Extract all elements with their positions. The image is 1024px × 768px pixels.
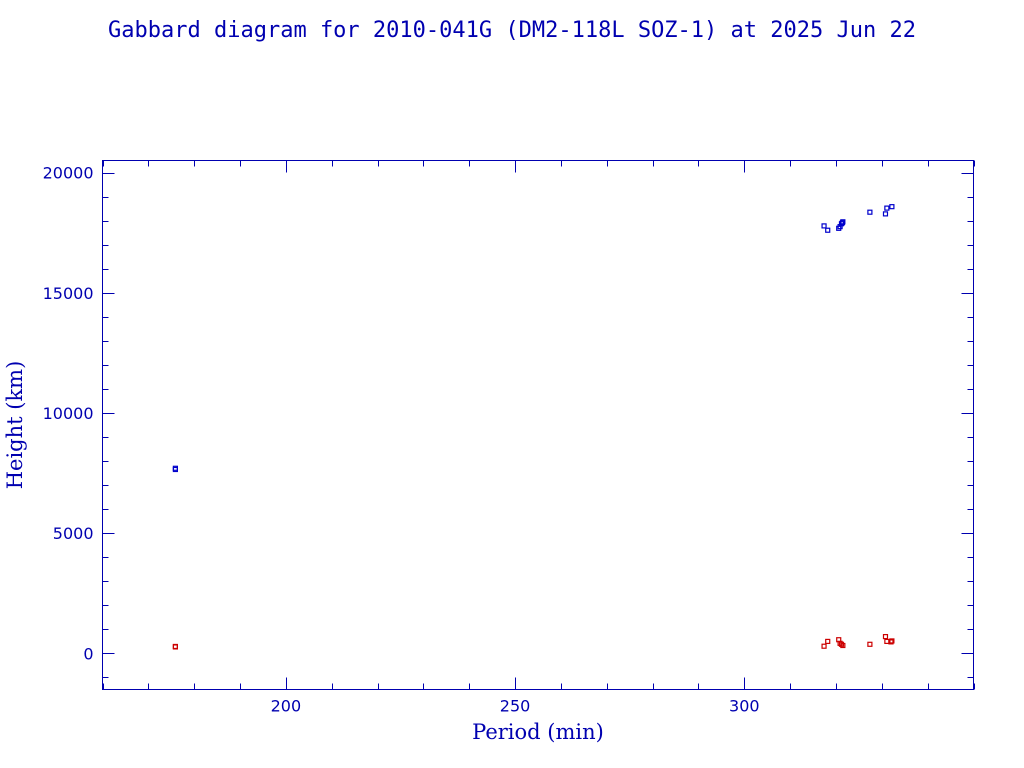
- perigee-point: [889, 638, 895, 644]
- y-axis-label: Height (km): [3, 361, 27, 490]
- y-tick-label: 0: [83, 644, 93, 663]
- perigee-point: [882, 633, 889, 640]
- perigee-point: [840, 642, 846, 649]
- apogee-point: [172, 466, 178, 473]
- x-tick-label: 300: [729, 697, 760, 716]
- x-axis-label: Period (min): [472, 720, 604, 744]
- y-tick-label: 10000: [43, 404, 94, 423]
- apogee-point: [839, 220, 845, 226]
- axis-ticks: [102, 160, 975, 690]
- y-tick-label: 5000: [53, 524, 94, 543]
- perigee-point: [821, 643, 827, 649]
- apogee-point: [882, 211, 889, 217]
- perigee-point: [867, 641, 873, 647]
- perigee-point: [172, 644, 178, 650]
- apogee-point: [821, 223, 827, 229]
- x-tick-label: 250: [500, 697, 531, 716]
- y-tick-label: 15000: [43, 284, 94, 303]
- axis-tick-labels: 200 250 300 0 5000 10000 15000 20000: [43, 164, 760, 716]
- perigee-point: [825, 638, 831, 645]
- apogee-point: [825, 227, 831, 233]
- x-tick-label: 200: [271, 697, 302, 716]
- apogee-point: [867, 209, 873, 215]
- data-points: [172, 204, 895, 650]
- perigee-point: [888, 639, 894, 645]
- apogee-point: [889, 204, 895, 210]
- chart-title: Gabbard diagram for 2010-041G (DM2-118L …: [108, 18, 916, 43]
- apogee-point: [172, 465, 178, 471]
- y-tick-label: 20000: [43, 164, 94, 183]
- apogee-point: [884, 205, 890, 211]
- perigee-point: [884, 638, 890, 645]
- plot-frame: [102, 160, 974, 690]
- perigee-point: [838, 641, 845, 647]
